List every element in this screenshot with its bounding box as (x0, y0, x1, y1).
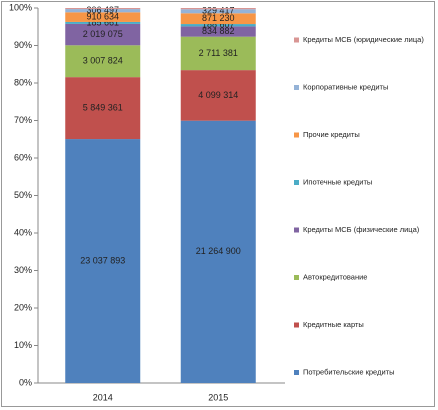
y-tick-label: 40% (14, 227, 32, 237)
legend-swatch (294, 85, 299, 90)
y-tick-label: 20% (14, 302, 32, 312)
legend-swatch (294, 322, 299, 328)
bar-segment (65, 23, 141, 46)
x-tick-label: 2015 (208, 392, 228, 402)
y-tick-label: 80% (14, 77, 32, 87)
bar-segment (180, 8, 256, 10)
y-tick-label: 10% (14, 340, 32, 350)
legend-label: Кредиты МСБ (юридические лица) (303, 35, 424, 44)
legend-label: Кредитные карты (303, 320, 364, 329)
y-tick-label: 100% (9, 2, 32, 12)
data-label: 188 607 (202, 20, 235, 30)
y-tick-label: 0% (19, 377, 32, 387)
y-tick-label: 50% (14, 190, 32, 200)
legend-swatch (294, 37, 299, 43)
data-label: 329 417 (202, 6, 235, 16)
bar-segment (65, 77, 141, 140)
data-label: 185 661 (86, 17, 119, 27)
legend-label: Кредиты МСБ (физические лица) (303, 225, 420, 234)
legend-swatch (294, 275, 299, 280)
data-label: 834 882 (202, 26, 235, 36)
data-label: 21 264 900 (196, 246, 241, 256)
data-label: 2 711 381 (199, 48, 238, 58)
bar-segment (180, 26, 256, 37)
bar-segment (180, 24, 256, 27)
data-label: 3 007 824 (83, 56, 123, 66)
data-label: 306 497 (86, 5, 119, 15)
legend-swatch (294, 180, 299, 185)
bar-segment (65, 8, 141, 10)
y-tick-label: 90% (14, 40, 32, 50)
y-tick-label: 30% (14, 265, 32, 275)
bar-segment (180, 13, 256, 25)
y-tick-label: 70% (14, 115, 32, 125)
bar-segment (65, 139, 141, 383)
y-tick-label: 60% (14, 152, 32, 162)
bar-segment (180, 36, 256, 71)
legend-label: Корпоративные кредиты (303, 82, 388, 91)
bar-segment (65, 12, 141, 22)
data-label: 910 634 (86, 12, 119, 22)
bar-segment (180, 70, 256, 121)
legend-label: Потребительские кредиты (303, 367, 394, 376)
bar-segment (65, 21, 141, 24)
legend-swatch (294, 227, 299, 233)
bar-segment (180, 9, 256, 14)
data-label: 4 099 314 (198, 90, 238, 100)
data-label: 5 849 361 (83, 102, 123, 112)
bar-segment (65, 9, 141, 13)
x-tick-label: 2014 (93, 392, 113, 402)
bar-segment (180, 120, 256, 383)
data-label: 2 019 075 (83, 29, 123, 39)
legend-label: Автокредитование (303, 272, 367, 281)
bar-segment (65, 45, 141, 78)
data-label: 23 037 893 (80, 255, 125, 265)
legend-swatch (294, 370, 299, 375)
data-label: 871 230 (202, 13, 235, 23)
legend-label: Ипотечные кредиты (303, 177, 372, 186)
legend-label: Прочие кредиты (303, 130, 360, 139)
legend-swatch (294, 132, 299, 138)
